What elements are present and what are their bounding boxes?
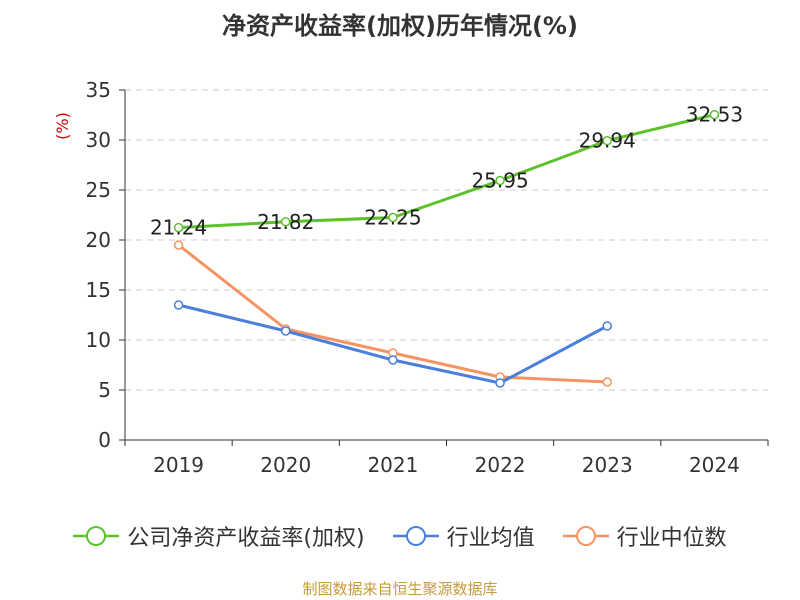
axes: 0 5 10 15 20 25 30 35 2019 2020 2021 2022 2023 2024 xyxy=(86,78,769,477)
legend-swatch xyxy=(392,526,439,546)
legend: 公司净资产收益率(加权) 行业均值 行业中位数 xyxy=(0,520,800,552)
x-tick-label: 2021 xyxy=(367,453,418,477)
x-tick-label: 2022 xyxy=(475,453,526,477)
x-tick-label: 2023 xyxy=(582,453,633,477)
series-line xyxy=(178,303,608,385)
data-point xyxy=(281,217,291,227)
y-tick-label: 20 xyxy=(86,228,111,252)
x-tick-label: 2024 xyxy=(689,453,740,477)
data-point xyxy=(495,175,505,186)
data-labels: 21.24 21.82 22.25 25.95 29.94 32.53 xyxy=(150,103,743,240)
y-axis-label: (%) xyxy=(53,112,72,140)
y-tick-label: 0 xyxy=(98,428,111,452)
data-label: 32.53 xyxy=(686,103,743,127)
y-tick-label: 35 xyxy=(86,78,111,102)
y-tick-label: 25 xyxy=(86,178,111,202)
data-point xyxy=(388,355,398,365)
data-label: 21.82 xyxy=(257,210,314,234)
data-point xyxy=(602,377,612,387)
x-tick-label: 2020 xyxy=(260,453,311,477)
data-point xyxy=(495,378,505,388)
data-point xyxy=(709,109,720,120)
y-tick-label: 30 xyxy=(86,128,111,152)
legend-swatch xyxy=(562,526,609,546)
legend-item[interactable]: 行业中位数 xyxy=(562,520,727,552)
series-line xyxy=(178,113,715,230)
chart-title: 净资产收益率(加权)历年情况(%) xyxy=(222,12,578,40)
data-point xyxy=(173,240,184,250)
y-tick-label: 15 xyxy=(86,278,111,302)
data-label: 22.25 xyxy=(364,206,421,230)
legend-label: 行业均值 xyxy=(446,526,535,551)
legend-item[interactable]: 行业均值 xyxy=(392,520,535,552)
data-point xyxy=(602,135,612,146)
data-point xyxy=(388,212,398,223)
data-point xyxy=(281,326,291,336)
y-tick-label: 10 xyxy=(86,328,111,352)
legend-swatch xyxy=(73,526,120,546)
y-tick-label: 5 xyxy=(98,378,111,402)
legend-label: 行业中位数 xyxy=(616,526,727,551)
source-note: 制图数据来自恒生聚源数据库 xyxy=(302,580,498,598)
data-point xyxy=(173,222,184,233)
data-label: 29.94 xyxy=(579,129,636,153)
grid-lines xyxy=(125,89,768,391)
data-point xyxy=(602,321,612,331)
data-label: 21.24 xyxy=(150,216,207,240)
data-point xyxy=(173,300,184,310)
data-label: 25.95 xyxy=(471,169,528,193)
chart-plot: 0 5 10 15 20 25 30 35 2019 2020 2021 2022 2023 2024 (… xyxy=(53,78,769,477)
legend-item[interactable]: 公司净资产收益率(加权) xyxy=(73,520,365,552)
x-tick-label: 2019 xyxy=(153,453,204,477)
legend-label: 公司净资产收益率(加权) xyxy=(127,526,365,551)
series-lines xyxy=(173,109,720,388)
